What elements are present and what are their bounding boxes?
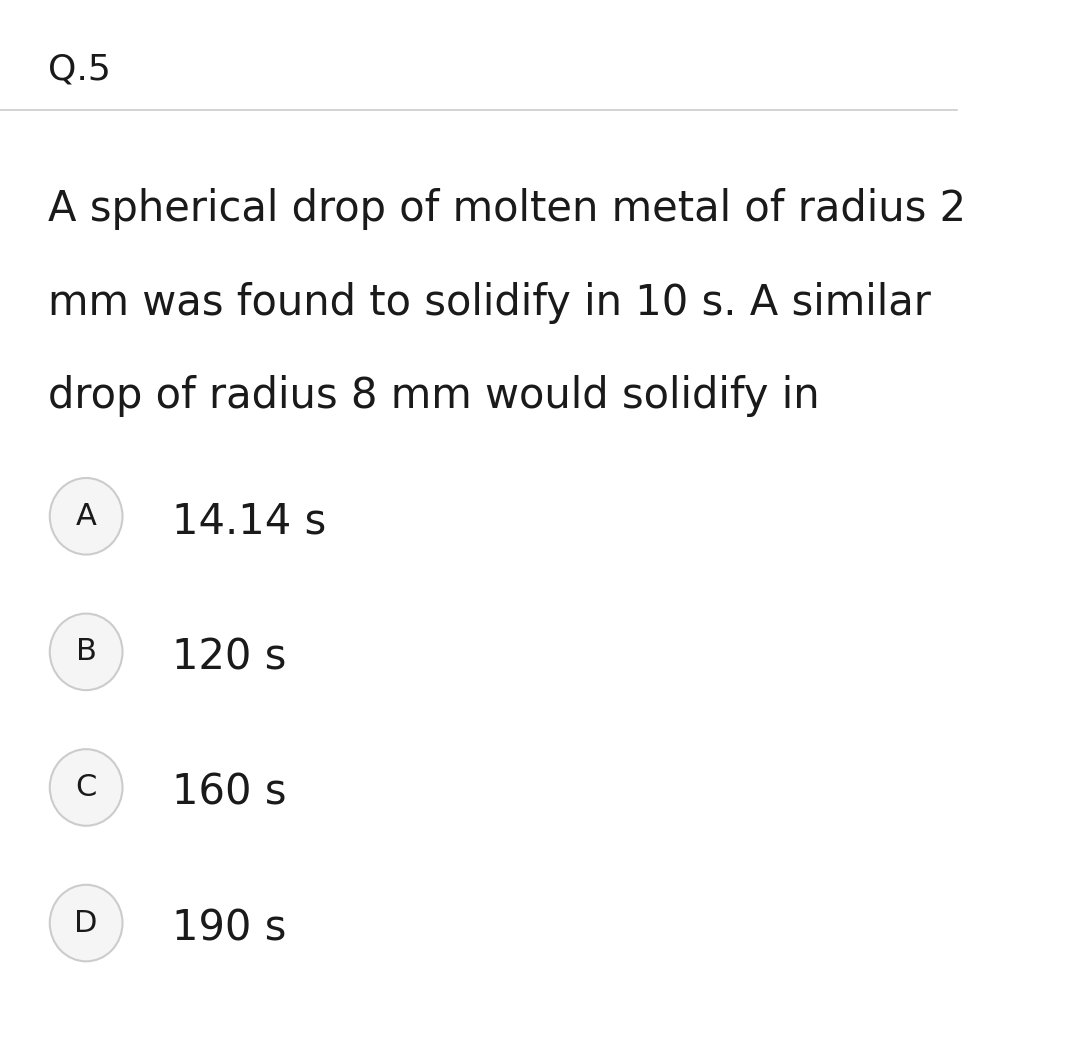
- Text: C: C: [76, 773, 97, 802]
- Text: A: A: [76, 502, 96, 531]
- Text: 190 s: 190 s: [173, 907, 286, 949]
- Text: 160 s: 160 s: [173, 772, 287, 814]
- Ellipse shape: [50, 749, 122, 826]
- Ellipse shape: [50, 884, 122, 962]
- Text: A spherical drop of molten metal of radius 2: A spherical drop of molten metal of radi…: [48, 188, 966, 229]
- Text: drop of radius 8 mm would solidify in: drop of radius 8 mm would solidify in: [48, 375, 820, 417]
- Text: Q.5: Q.5: [48, 52, 111, 87]
- Text: mm was found to solidify in 10 s. A similar: mm was found to solidify in 10 s. A simi…: [48, 282, 931, 323]
- Text: B: B: [76, 637, 96, 666]
- Ellipse shape: [50, 613, 122, 690]
- Ellipse shape: [50, 478, 122, 555]
- Text: D: D: [75, 908, 98, 938]
- Text: 120 s: 120 s: [173, 636, 286, 678]
- Text: 14.14 s: 14.14 s: [173, 501, 326, 542]
